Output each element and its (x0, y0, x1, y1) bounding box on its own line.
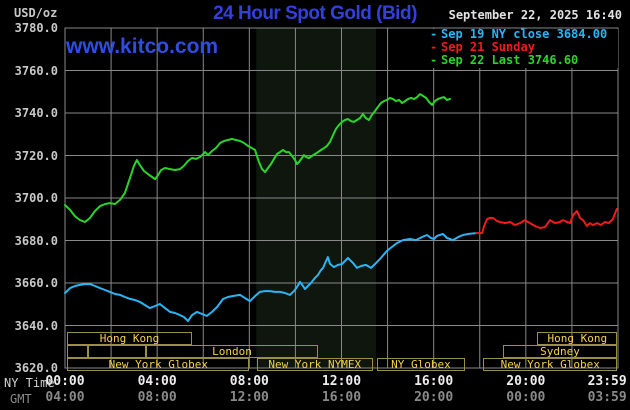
y-tick-label: 3740.0 (14, 106, 58, 120)
legend-dash-icon: - (430, 26, 438, 41)
session-box-new-york-nymex: New York NYMEX (256, 358, 373, 371)
legend-backdrop (429, 29, 618, 68)
ny-time-tick-label: 23:59 (587, 374, 627, 389)
gmt-tick-label: 20:00 (414, 390, 454, 405)
y-tick-label: 3640.0 (14, 318, 58, 333)
gmt-tick-label: 00:00 (506, 390, 546, 405)
legend-item-0: - Sep 19 NY close 3684.00 (430, 26, 608, 41)
page-title: 24 Hour Spot Gold (Bid) (213, 3, 417, 24)
ny-time-tick-label: 12:00 (321, 374, 362, 389)
legend-item-2: - Sep 22 Last 3746.60 (430, 52, 607, 67)
ny-time-tick-label: 08:00 (229, 374, 269, 389)
ny-time-axis-label: NY Time (4, 376, 55, 390)
gmt-tick-label: 04:00 (45, 390, 85, 405)
legend-label: Sep 21 Sunday (441, 39, 535, 54)
ny-time-tick-label: 16:00 (414, 374, 454, 389)
plot-border (64, 27, 619, 369)
kitco-watermark-link[interactable]: www.kitco.com (66, 35, 219, 58)
session-box-new-york-globex: New York Globex (67, 358, 250, 371)
legend-dash-icon: - (430, 39, 438, 54)
session-box-hong-kong: Hong Kong (537, 332, 618, 345)
y-tick-label: 3660.0 (14, 276, 58, 290)
legend-label: Sep 19 NY close 3684.00 (441, 26, 608, 41)
session-box-ny-globex: NY Globex (377, 358, 465, 371)
chart-timestamp: September 22, 2025 16:40 (448, 8, 622, 22)
y-axis-units-label: USD/oz (14, 6, 58, 20)
session-box-hong-kong: Hong Kong (67, 332, 192, 345)
gmt-tick-label: 03:59 (587, 390, 627, 405)
y-tick-label: 3760.0 (14, 63, 58, 78)
session-box (67, 345, 89, 358)
legend-dash-icon: - (430, 52, 438, 67)
y-tick-label: 3700.0 (14, 191, 58, 205)
gmt-tick-label: 08:00 (137, 390, 177, 405)
session-box-new-york-globex: New York Globex (483, 358, 618, 371)
price-line-series-2 (475, 208, 618, 235)
gmt-tick-label: 12:00 (229, 390, 269, 405)
y-tick-label: 3620.0 (14, 361, 58, 375)
gmt-axis-label: GMT (10, 392, 32, 406)
legend-label: Sep 22 Last 3746.60 (441, 52, 579, 67)
session-box-london: London (145, 345, 319, 358)
legend-item-1: - Sep 21 Sunday (430, 39, 607, 54)
gmt-tick-label: 16:00 (321, 390, 362, 405)
session-box (88, 345, 146, 358)
chart-legend: - Sep 19 NY close 3684.00- Sep 21 Sunday - S… (430, 26, 608, 67)
y-tick-label: 3780.0 (14, 21, 58, 35)
ny-time-tick-label: 20:00 (506, 374, 546, 389)
ny-time-tick-label: 04:00 (137, 374, 177, 389)
y-tick-label: 3720.0 (14, 148, 58, 163)
price-line-series-0 (64, 93, 451, 223)
price-line-series-1 (64, 232, 478, 322)
y-tick-label: 3680.0 (14, 233, 58, 248)
ny-time-tick-label: 00:00 (45, 374, 85, 389)
session-box-sydney: Sydney (502, 345, 618, 358)
